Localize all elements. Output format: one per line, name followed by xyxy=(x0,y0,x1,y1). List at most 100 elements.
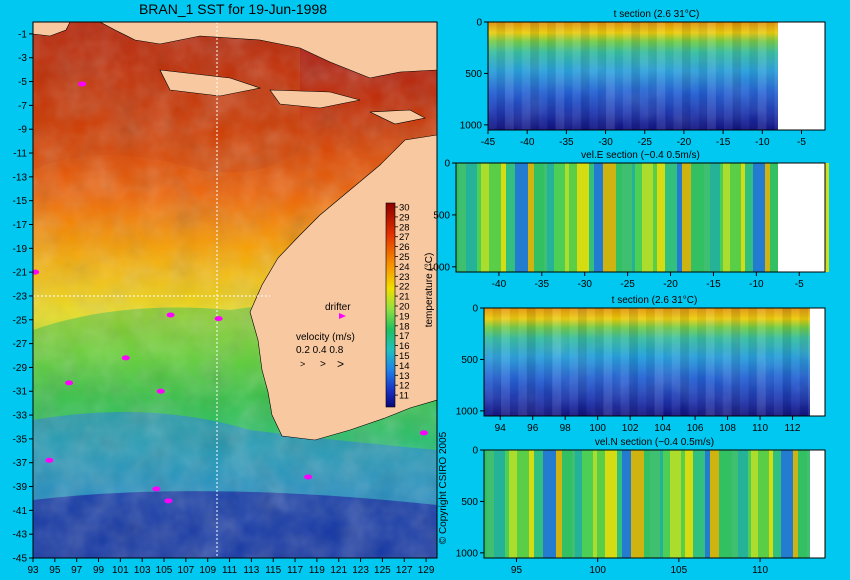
map-y-tick-label: -9 xyxy=(18,125,27,136)
velocity-band xyxy=(556,450,562,558)
velocity-band xyxy=(589,163,594,272)
colorbar-tick-label: 25 xyxy=(399,252,410,263)
velocity-band xyxy=(798,450,807,558)
velocity-band xyxy=(748,450,751,558)
colorbar-tick-label: 13 xyxy=(399,371,410,382)
section-x-tick-label: 105 xyxy=(671,565,688,576)
map-x-tick-label: 111 xyxy=(222,565,238,576)
section-x-tick-label: 110 xyxy=(752,423,768,434)
velocity-band xyxy=(575,450,582,558)
velocity-band xyxy=(543,450,556,558)
map-x-tick-label: 107 xyxy=(178,565,195,576)
velocity-band xyxy=(738,450,748,558)
section-x-tick-label: 100 xyxy=(589,565,606,576)
velocity-band xyxy=(693,450,705,558)
velocity-band xyxy=(487,450,494,558)
velocity-band xyxy=(719,450,732,558)
velocity-band xyxy=(544,163,547,272)
velocity-band xyxy=(793,450,798,558)
velocity-band xyxy=(509,450,517,558)
velocity-band xyxy=(597,450,605,558)
map-y-tick-label: -17 xyxy=(13,220,28,231)
drifter-marker xyxy=(65,380,74,386)
velocity-band xyxy=(622,163,632,272)
section-x-tick-label: 104 xyxy=(654,423,671,434)
colorbar-tick-label: 23 xyxy=(399,272,410,283)
velocity-band xyxy=(657,163,665,272)
section-y-tick-label: 500 xyxy=(461,355,478,366)
colorbar xyxy=(385,202,396,408)
colorbar-tick-label: 12 xyxy=(399,381,410,392)
map-y-tick-label: -1 xyxy=(18,29,27,40)
map-x-tick-label: 101 xyxy=(112,565,129,576)
section-y-tick-label: 0 xyxy=(444,159,450,170)
section-x-tick-label: -10 xyxy=(755,137,770,148)
velocity-band xyxy=(663,450,670,558)
velocity-band xyxy=(489,163,501,272)
land-mask xyxy=(810,450,825,558)
velocity-band xyxy=(562,450,572,558)
velocity-band xyxy=(753,163,765,272)
section-x-tick-label: 96 xyxy=(527,423,539,434)
drifter-marker xyxy=(156,388,165,394)
velocity-band xyxy=(635,163,642,272)
sst-field xyxy=(33,22,437,558)
map-x-tick-label: 103 xyxy=(134,565,151,576)
map-x-tick-label: 121 xyxy=(330,565,347,576)
section-x-tick-label: 110 xyxy=(752,565,768,576)
velocity-band xyxy=(770,163,779,272)
map-y-tick-label: -29 xyxy=(13,363,28,374)
velocity-band xyxy=(505,450,509,558)
velocity-band xyxy=(594,163,603,272)
colorbar-tick-label: 30 xyxy=(399,203,410,214)
velocity-band xyxy=(577,163,589,272)
velocity-band xyxy=(665,163,677,272)
map-x-tick-label: 109 xyxy=(199,565,216,576)
velocity-band xyxy=(534,163,544,272)
map-title: BRAN_1 SST for 19-Jun-1998 xyxy=(139,1,327,17)
section-x-tick-label: -15 xyxy=(706,279,721,290)
section-x-tick-label: -30 xyxy=(577,279,592,290)
velocity-band xyxy=(670,450,681,558)
map-y-tick-label: -19 xyxy=(13,244,28,255)
velocity-band xyxy=(653,163,657,272)
section-title: vel.E section (−0.4 0.5m/s) xyxy=(581,150,700,161)
colorbar-tick-label: 20 xyxy=(399,302,410,313)
map-frame xyxy=(32,21,438,559)
velocity-band xyxy=(494,450,505,558)
section-x-tick-label: -25 xyxy=(620,279,635,290)
velocity-band xyxy=(466,163,477,272)
velocity-band xyxy=(758,450,769,558)
velocity-band xyxy=(710,450,719,558)
map-y-tick-label: -15 xyxy=(13,196,28,207)
map-y-axis: -1 -3 -5 -7 -9 -11 -13 -15 -17 -19 -21 -23 -25 -27 -29… xyxy=(13,29,33,565)
velocity-band xyxy=(517,450,529,558)
section-x-tick-label: -5 xyxy=(797,137,806,148)
velocity-band xyxy=(605,450,617,558)
colorbar-tick-label: 26 xyxy=(399,242,410,253)
section-frame xyxy=(487,21,826,131)
section-y-tick-label: 500 xyxy=(465,69,482,80)
velocity-arrow-medium: > xyxy=(320,359,326,370)
velocity-band xyxy=(529,450,534,558)
velocity-band xyxy=(710,163,720,272)
velocity-band xyxy=(685,450,693,558)
map-y-tick-label: -45 xyxy=(13,554,28,565)
velocity-band xyxy=(569,163,577,272)
drifter-markers xyxy=(33,81,428,504)
copyright-text: © Copyright CSIRO 2005 xyxy=(438,431,449,544)
section-x-tick-label: 106 xyxy=(687,423,704,434)
velocity-band xyxy=(459,163,466,272)
drifter-marker xyxy=(419,430,428,436)
velocity-band xyxy=(741,163,745,272)
velocity-band xyxy=(481,163,489,272)
map-x-tick-label: 113 xyxy=(243,565,259,576)
colorbar-tick-label: 22 xyxy=(399,282,410,293)
section-y-tick-label: 1000 xyxy=(428,262,451,273)
map-y-tick-label: -27 xyxy=(13,339,28,350)
colorbar-tick-label: 29 xyxy=(399,212,410,223)
map-y-tick-label: -21 xyxy=(13,268,28,279)
section-x-tick-label: -30 xyxy=(598,137,613,148)
velocity-band xyxy=(632,163,635,272)
